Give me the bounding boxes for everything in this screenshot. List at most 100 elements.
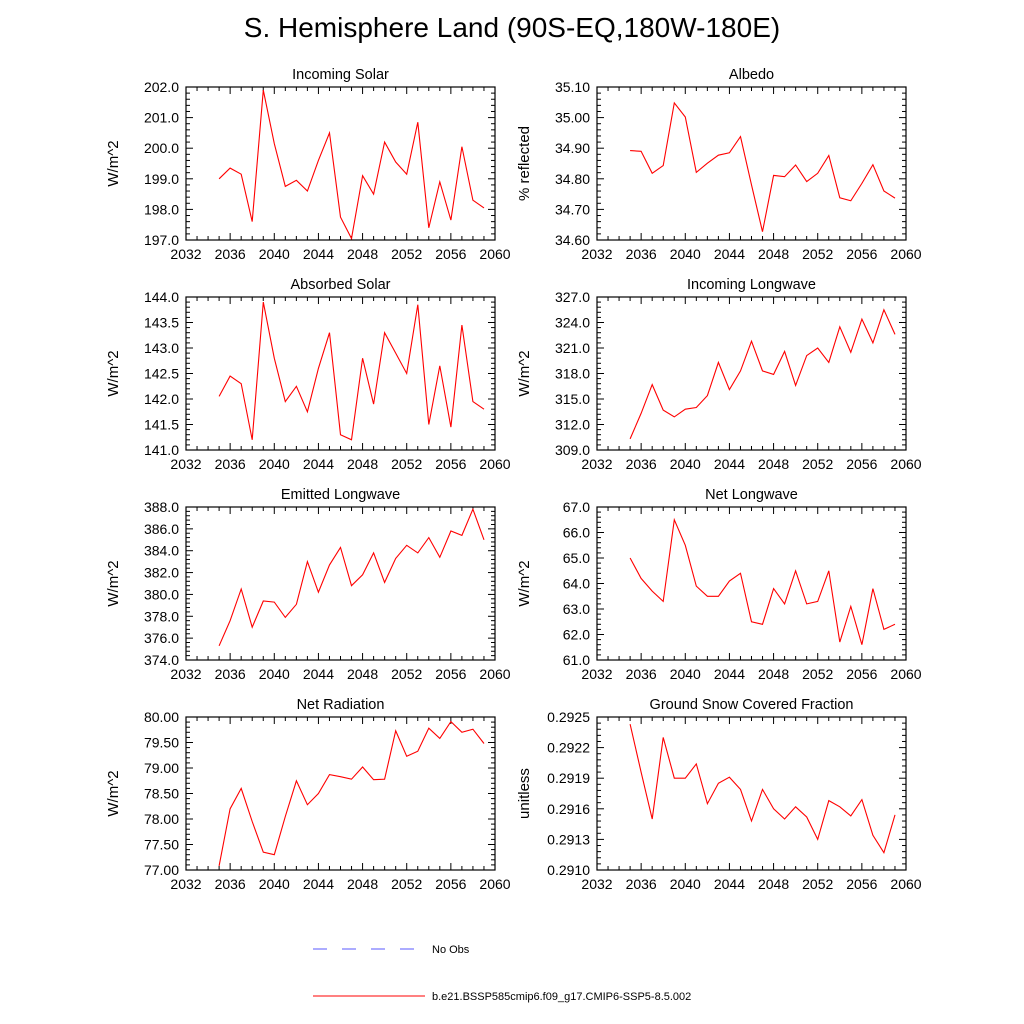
net-radiation-series-line <box>218 720 485 867</box>
net-radiation-y-tick-label: 79.50 <box>144 735 179 751</box>
absorbed-solar-y-tick-label: 143.0 <box>144 340 179 356</box>
net-longwave-x-tick-label: 2036 <box>626 666 657 682</box>
emitted-longwave-x-tick-label: 2048 <box>347 666 378 682</box>
albedo-x-tick-label: 2048 <box>758 246 789 262</box>
net-longwave-x-tick-label: 2048 <box>758 666 789 682</box>
incoming-solar-y-tick-label: 202.0 <box>144 79 179 95</box>
incoming-longwave-plot-frame <box>596 296 907 451</box>
incoming-longwave-y-tick-label: 312.0 <box>555 417 590 433</box>
net-longwave-y-tick-label: 66.0 <box>563 525 590 541</box>
albedo-x-tick-label: 2032 <box>581 246 612 262</box>
ground-snow-covered-fraction-y-tick-label: 0.2913 <box>547 831 590 847</box>
ground-snow-covered-fraction-y-tick-label: 0.2910 <box>547 862 590 878</box>
absorbed-solar-y-tick-label: 142.5 <box>144 366 179 382</box>
net-longwave-y-tick-label: 62.0 <box>563 627 590 643</box>
emitted-longwave-y-tick-label: 382.0 <box>144 565 179 581</box>
incoming-solar-x-tick-label: 2044 <box>303 246 334 262</box>
net-radiation-y-tick-label: 77.50 <box>144 837 179 853</box>
net-longwave-y-tick-label: 65.0 <box>563 550 590 566</box>
incoming-solar-x-tick-label: 2052 <box>391 246 422 262</box>
net-radiation-x-tick-label: 2032 <box>170 876 201 892</box>
emitted-longwave-y-axis-label: W/m^2 <box>105 560 122 606</box>
net-radiation-x-tick-label: 2036 <box>215 876 246 892</box>
absorbed-solar-x-tick-label: 2048 <box>347 456 378 472</box>
absorbed-solar-y-tick-label: 142.0 <box>144 391 179 407</box>
ground-snow-covered-fraction-y-tick-label: 0.2916 <box>547 801 590 817</box>
incoming-longwave-y-tick-label: 315.0 <box>555 391 590 407</box>
emitted-longwave-x-tick-label: 2052 <box>391 666 422 682</box>
emitted-longwave-series-line <box>218 507 485 647</box>
emitted-longwave-y-tick-label: 380.0 <box>144 586 179 602</box>
incoming-longwave-x-tick-label: 2056 <box>846 456 877 472</box>
incoming-longwave-series-line <box>629 308 896 440</box>
absorbed-solar-y-tick-label: 143.5 <box>144 315 179 331</box>
ground-snow-covered-fraction-x-tick-label: 2052 <box>802 876 833 892</box>
incoming-solar-series-line <box>218 89 485 241</box>
net-radiation-x-tick-label: 2040 <box>259 876 290 892</box>
emitted-longwave-y-tick-label: 386.0 <box>144 521 179 537</box>
absorbed-solar-x-tick-label: 2044 <box>303 456 334 472</box>
incoming-solar-x-tick-label: 2032 <box>170 246 201 262</box>
albedo-y-tick-label: 35.10 <box>555 79 590 95</box>
ground-snow-covered-fraction-x-tick-label: 2032 <box>581 876 612 892</box>
absorbed-solar-plot-frame <box>185 296 496 451</box>
absorbed-solar-x-tick-label: 2056 <box>435 456 466 472</box>
ground-snow-covered-fraction-plot-frame <box>596 716 907 871</box>
ground-snow-covered-fraction-x-tick-label: 2040 <box>670 876 701 892</box>
net-longwave-series-line <box>629 517 896 645</box>
absorbed-solar-x-tick-label: 2060 <box>479 456 510 472</box>
albedo-y-axis-label: % reflected <box>516 126 533 201</box>
net-longwave-x-tick-label: 2032 <box>581 666 612 682</box>
albedo-y-tick-label: 34.80 <box>555 171 590 187</box>
net-longwave-panel-title: Net Longwave <box>705 487 798 503</box>
emitted-longwave-y-tick-label: 376.0 <box>144 630 179 646</box>
incoming-longwave-panel-title: Incoming Longwave <box>687 277 816 293</box>
incoming-longwave-x-tick-label: 2036 <box>626 456 657 472</box>
absorbed-solar-x-tick-label: 2036 <box>215 456 246 472</box>
emitted-longwave-plot-frame <box>185 506 496 661</box>
net-longwave-y-tick-label: 67.0 <box>563 499 590 515</box>
ground-snow-covered-fraction-series-line <box>629 723 896 855</box>
incoming-solar-x-tick-label: 2048 <box>347 246 378 262</box>
legend-model-label: b.e21.BSSP585cmip6.f09_g17.CMIP6-SSP5-8.… <box>432 991 691 1003</box>
ground-snow-covered-fraction-y-tick-label: 0.2925 <box>547 709 590 725</box>
emitted-longwave-panel-title: Emitted Longwave <box>281 487 400 503</box>
net-radiation-plot-frame <box>185 716 496 871</box>
net-radiation-x-tick-label: 2048 <box>347 876 378 892</box>
albedo-panel-title: Albedo <box>729 67 774 83</box>
net-longwave-x-tick-label: 2044 <box>714 666 745 682</box>
incoming-longwave-x-tick-label: 2052 <box>802 456 833 472</box>
incoming-solar-panel-title: Incoming Solar <box>292 67 389 83</box>
emitted-longwave-x-tick-label: 2056 <box>435 666 466 682</box>
incoming-longwave-y-tick-label: 318.0 <box>555 366 590 382</box>
figure-title: S. Hemisphere Land (90S-EQ,180W-180E) <box>243 12 781 43</box>
net-radiation-y-tick-label: 79.00 <box>144 760 179 776</box>
legend-obs-label: No Obs <box>432 944 470 956</box>
albedo-x-tick-label: 2060 <box>890 246 921 262</box>
net-radiation-y-tick-label: 77.00 <box>144 862 179 878</box>
incoming-solar-x-tick-label: 2060 <box>479 246 510 262</box>
incoming-longwave-y-tick-label: 324.0 <box>555 315 590 331</box>
albedo-x-tick-label: 2044 <box>714 246 745 262</box>
ground-snow-covered-fraction-x-tick-label: 2056 <box>846 876 877 892</box>
emitted-longwave-x-tick-label: 2060 <box>479 666 510 682</box>
net-radiation-x-tick-label: 2044 <box>303 876 334 892</box>
ground-snow-covered-fraction-y-tick-label: 0.2919 <box>547 770 590 786</box>
incoming-longwave-x-tick-label: 2048 <box>758 456 789 472</box>
incoming-solar-y-axis-label: W/m^2 <box>105 140 122 186</box>
emitted-longwave-y-tick-label: 374.0 <box>144 652 179 668</box>
net-longwave-x-tick-label: 2056 <box>846 666 877 682</box>
incoming-solar-y-tick-label: 200.0 <box>144 140 179 156</box>
net-longwave-y-tick-label: 63.0 <box>563 601 590 617</box>
incoming-longwave-y-tick-label: 309.0 <box>555 442 590 458</box>
albedo-y-tick-label: 35.00 <box>555 110 590 126</box>
ground-snow-covered-fraction-y-tick-label: 0.2922 <box>547 740 590 756</box>
albedo-y-tick-label: 34.60 <box>555 232 590 248</box>
emitted-longwave-x-tick-label: 2036 <box>215 666 246 682</box>
absorbed-solar-x-tick-label: 2052 <box>391 456 422 472</box>
albedo-y-tick-label: 34.90 <box>555 140 590 156</box>
absorbed-solar-y-axis-label: W/m^2 <box>105 350 122 396</box>
albedo-x-tick-label: 2052 <box>802 246 833 262</box>
